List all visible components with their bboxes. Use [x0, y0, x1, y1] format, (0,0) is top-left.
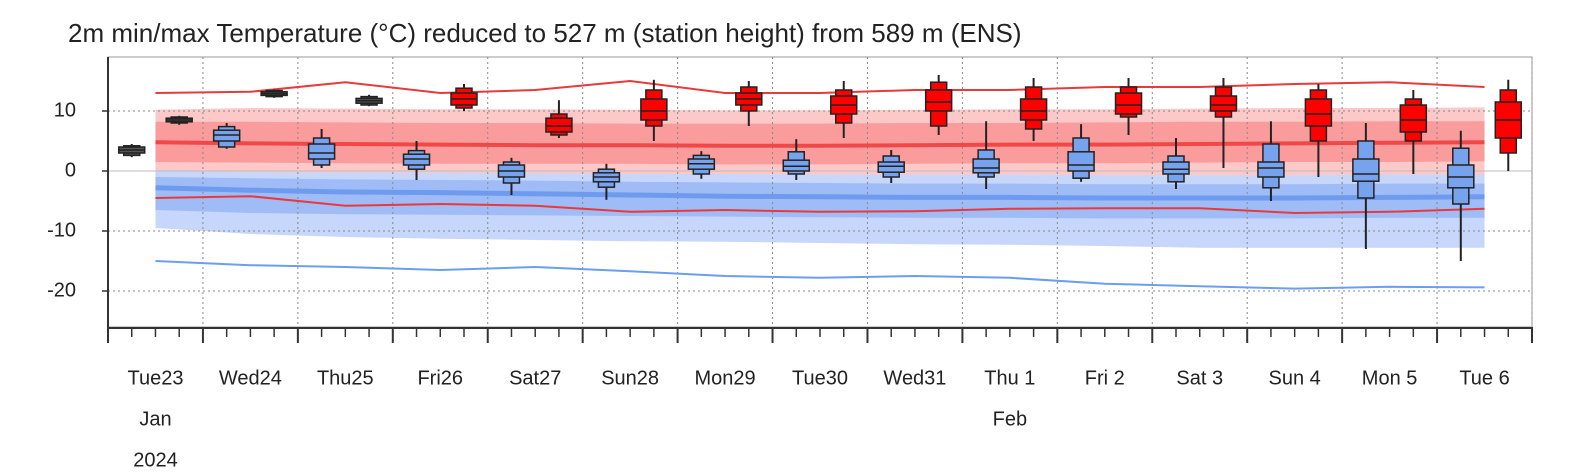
box-inner [1399, 104, 1428, 133]
x-tick-label: Thu 1 [984, 367, 1035, 389]
line [155, 195, 1485, 215]
x-tick-label: Sun 4 [1269, 367, 1321, 389]
x-tick-label: Sun28 [601, 367, 659, 389]
x-tick-label: Thu25 [317, 367, 374, 389]
month-label: Jan [139, 408, 171, 430]
x-tick-label: Wed31 [883, 367, 946, 389]
x-tick-label: Tue30 [792, 367, 848, 389]
x-tick-label: Fri26 [417, 367, 463, 389]
y-tick-label: 0 [65, 159, 76, 181]
x-tick-label: Sat 3 [1176, 367, 1223, 389]
box-inner [1304, 98, 1333, 127]
x-tick-label: Tue23 [127, 367, 183, 389]
box-inner [307, 143, 336, 160]
x-tick-label: Wed24 [219, 367, 282, 389]
line [155, 79, 1485, 95]
y-tick-label: -10 [47, 219, 76, 241]
box-inner [1209, 95, 1238, 112]
y-tick-label: -20 [47, 279, 76, 301]
box-inner [877, 161, 905, 173]
box-inner [640, 98, 668, 121]
box-inner [1257, 161, 1285, 178]
box-inner [972, 158, 1000, 174]
year-label: 2024 [133, 449, 178, 471]
line [155, 185, 1485, 201]
x-tick-label: Mon 5 [1362, 367, 1418, 389]
box-inner [1114, 92, 1143, 115]
box-inner [1162, 161, 1190, 175]
box-inner [1019, 98, 1048, 121]
x-tick-label: Fri 2 [1085, 367, 1125, 389]
box-inner [1067, 151, 1095, 172]
x-tick-label: Tue 6 [1459, 367, 1509, 389]
x-tick-label: Mon29 [694, 367, 755, 389]
chart-title: 2m min/max Temperature (°C) reduced to 5… [68, 18, 1022, 48]
box-inner [924, 89, 953, 112]
box-inner [545, 117, 573, 133]
y-tick-label: 10 [54, 99, 76, 121]
x-tick-label: Sat27 [509, 367, 561, 389]
month-label: Feb [993, 408, 1027, 430]
box-inner [1352, 158, 1380, 182]
line [155, 260, 1485, 290]
